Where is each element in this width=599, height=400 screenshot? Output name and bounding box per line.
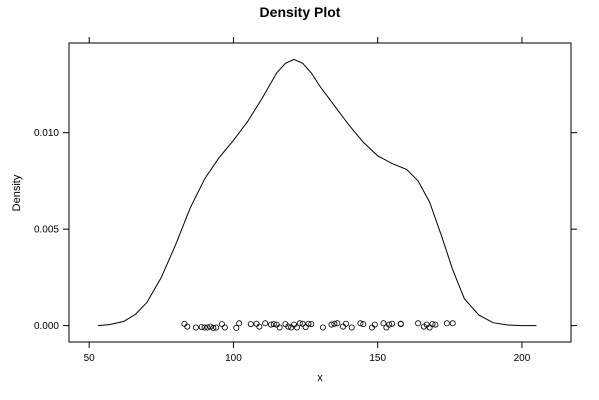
axis-ticks: 50 100 150 200 0.000 0.005 0.010 (34, 37, 577, 364)
observation-point (276, 324, 283, 331)
observation-point (334, 320, 341, 327)
observation-point (371, 321, 378, 328)
observation-point (368, 324, 375, 331)
y-axis-label: Density (11, 174, 23, 211)
observation-point (380, 320, 387, 327)
observation-point (389, 320, 396, 327)
observation-point (293, 324, 300, 331)
observation-point (290, 321, 297, 328)
observation-point (213, 324, 220, 331)
observation-point (267, 321, 274, 328)
observation-point (192, 324, 199, 331)
plot-frame (68, 42, 572, 343)
y-tick-label: 0.010 (34, 128, 59, 139)
observation-point (302, 324, 309, 331)
observation-point (386, 321, 393, 328)
observation-point (204, 324, 211, 331)
density-curve-line (97, 58, 537, 327)
observation-point (342, 320, 349, 327)
x-tick-label: 200 (514, 353, 531, 364)
observation-point (357, 320, 364, 327)
observation-point (285, 323, 292, 330)
observation-point (210, 324, 217, 331)
observation-point (233, 324, 240, 331)
observation-point (426, 324, 433, 331)
observation-point (184, 323, 191, 330)
observation-point (429, 321, 436, 328)
observation-point (236, 320, 243, 327)
observation-point (296, 320, 303, 327)
observation-point (348, 324, 355, 331)
observation-point (331, 320, 338, 327)
observation-point (253, 320, 260, 327)
observation-point (262, 320, 269, 327)
observation-point (247, 321, 254, 328)
observation-point (305, 320, 312, 327)
observation-point (299, 320, 306, 327)
observation-point (218, 321, 225, 328)
observation-point (256, 323, 263, 330)
plot-marks (97, 58, 537, 331)
observation-point (415, 320, 422, 327)
observation-point (207, 323, 214, 330)
observation-point (319, 324, 326, 331)
x-tick-label: 100 (225, 353, 242, 364)
observation-point (198, 324, 205, 331)
observation-point (383, 324, 390, 331)
observation-point (360, 321, 367, 328)
observation-point (340, 323, 347, 330)
x-tick-label: 50 (84, 353, 96, 364)
observation-point (270, 321, 277, 328)
observation-point (328, 321, 335, 328)
observation-point (308, 321, 315, 328)
x-axis-label: x (317, 372, 323, 384)
observation-point (397, 320, 404, 327)
observation-point (181, 320, 188, 327)
observation-point (201, 324, 208, 331)
chart-title: Density Plot (260, 4, 341, 20)
observation-point (221, 324, 228, 331)
x-tick-label: 150 (369, 353, 386, 364)
observation-point (449, 320, 456, 327)
observation-point (443, 320, 450, 327)
observation-point (432, 321, 439, 328)
y-tick-label: 0.000 (34, 321, 59, 332)
y-tick-label: 0.005 (34, 225, 59, 236)
